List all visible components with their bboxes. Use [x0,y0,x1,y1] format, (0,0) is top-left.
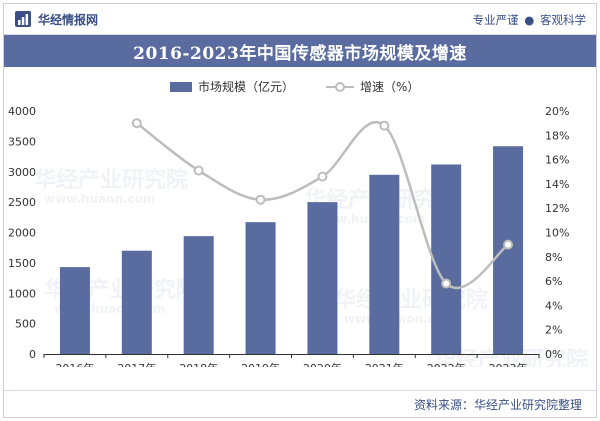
x-tick-label: 2021年 [365,361,404,367]
growth-point [193,165,204,176]
x-tick-label: 2018年 [179,361,218,367]
brand: 华经情报网 [14,10,98,28]
legend-bar-swatch [170,82,192,92]
y-tick-label: 3500 [8,135,36,148]
watermark-url: www.huaon.com [44,192,155,206]
y2-tick-label: 20% [545,105,569,118]
y2-tick-label: 14% [545,178,569,191]
chart-frame: 华经情报网 专业严谨 ● 客观科学 2016-2023年中国传感器市场规模及增速… [3,3,597,418]
slogan: 专业严谨 ● 客观科学 [473,12,586,28]
brand-name: 华经情报网 [38,12,99,27]
y-tick-label: 0 [29,348,36,361]
x-tick-label: 2019年 [241,361,280,367]
y2-tick-label: 8% [545,251,562,264]
y2-tick-label: 12% [545,202,569,215]
y-tick-label: 2500 [8,196,36,209]
bar [493,146,524,354]
growth-point [317,171,328,182]
bar [183,236,214,354]
watermark-text: 华经产业研究院 [434,347,588,367]
bar [245,222,276,354]
title-bar: 2016-2023年中国传感器市场规模及增速 [4,35,596,67]
growth-point [131,118,142,129]
bar [431,164,462,354]
x-tick-label: 2020年 [303,361,342,367]
y-tick-label: 1000 [8,287,36,300]
bar [121,250,152,354]
slogan-right: 客观科学 [540,13,586,27]
source-note: 资料来源：华经产业研究院整理 [413,398,582,412]
growth-point [441,278,452,289]
slogan-left: 专业严谨 [472,13,519,27]
header-bar: 华经情报网 专业严谨 ● 客观科学 [4,4,596,35]
bar [59,267,90,354]
legend-line-marker [335,82,345,92]
x-tick-label: 2022年 [427,361,466,367]
slogan-dot: ● [524,13,535,27]
y2-tick-label: 0% [545,348,562,361]
y2-tick-label: 18% [545,129,569,142]
y2-tick-label: 2% [545,324,562,337]
legend-bar-label: 市场规模（亿元） [198,79,294,94]
y2-tick-label: 6% [545,275,562,288]
growth-point [255,194,266,205]
legend-line-label: 增速（%） [360,80,419,94]
y-tick-label: 2000 [8,227,36,240]
x-tick-label: 2016年 [55,361,94,367]
y-tick-label: 500 [15,318,36,331]
chart-title: 2016-2023年中国传感器市场规模及增速 [133,43,467,64]
y2-tick-label: 10% [545,227,569,240]
x-tick-label: 2023年 [489,361,528,367]
y2-tick-label: 16% [545,154,569,167]
watermark-text: 华经产业研究院 [34,167,188,193]
bar [369,174,400,354]
y2-tick-label: 4% [545,299,562,312]
growth-point [379,120,390,131]
y-tick-label: 4000 [8,105,36,118]
chart-area: 华经产业研究院www.huaon.com华经产业研究院www.huaon.com… [8,79,588,367]
watermark-text: 华经产业研究院 [334,287,488,313]
bar [307,202,338,354]
footer-bar: 资料来源：华经产业研究院整理 [4,390,596,417]
y-tick-label: 3000 [8,166,36,179]
x-tick-label: 2017年 [117,361,156,367]
brand-logo-icon [15,11,31,27]
growth-point [503,239,514,250]
y-tick-label: 1500 [8,257,36,270]
